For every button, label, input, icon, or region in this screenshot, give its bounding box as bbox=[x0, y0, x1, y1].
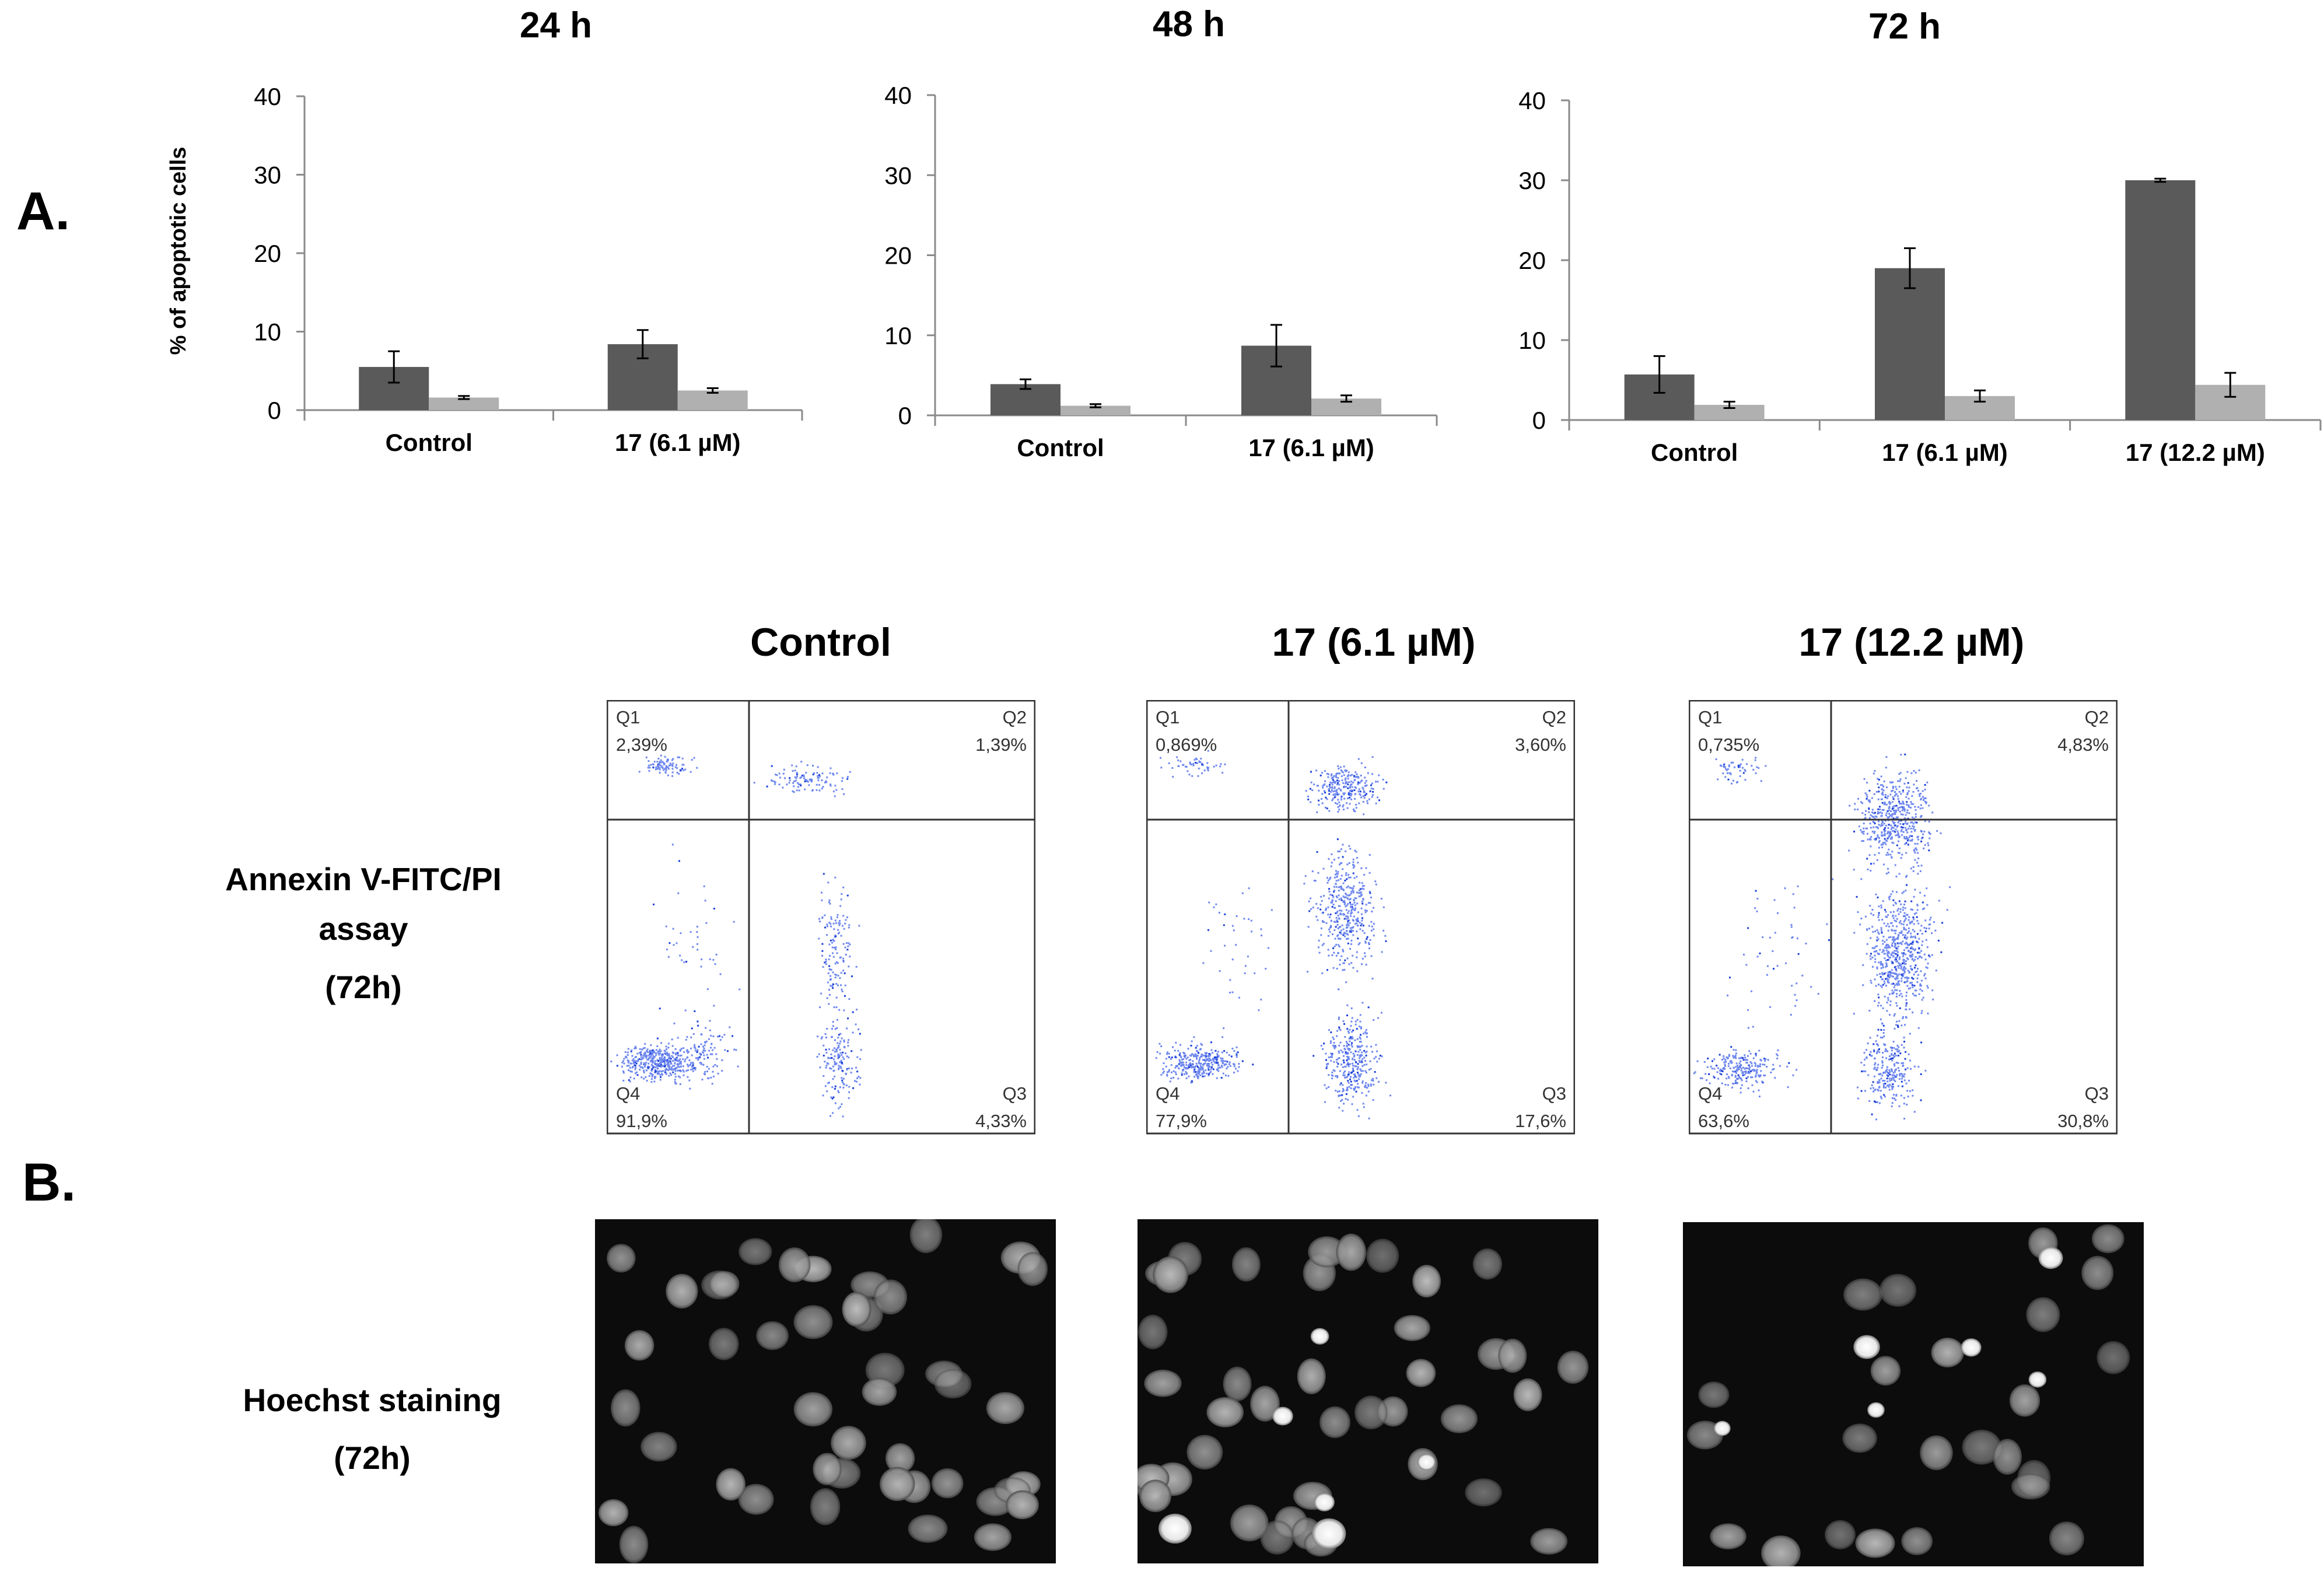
category-label: Control bbox=[1651, 439, 1738, 466]
error-bar bbox=[2154, 177, 2166, 183]
flow-plot-control: Q1 2,39% Q2 1,39% Q3 4,33% Q4 91,9% bbox=[607, 700, 1035, 1135]
y-tick-label: 20 bbox=[254, 240, 281, 267]
annexin-row-label: Annexin V-FITC/PI assay (72h) bbox=[159, 855, 568, 1012]
y-tick-label: 30 bbox=[254, 162, 281, 189]
error-bar bbox=[388, 350, 400, 384]
hoechst-label-line-1: Hoechst staining bbox=[243, 1382, 502, 1418]
bar bbox=[1875, 268, 1945, 420]
bar-chart-0: 0 10 20 30 40 Control 17 (6.1 µM) bbox=[254, 83, 803, 456]
y-tick-label: 10 bbox=[254, 319, 281, 346]
y-tick-label: 20 bbox=[884, 242, 912, 270]
error-bar bbox=[2224, 372, 2236, 398]
category-label: 17 (6.1 µM) bbox=[615, 429, 741, 456]
error-bar bbox=[1340, 394, 1352, 403]
q4-label: Q4 bbox=[616, 1083, 640, 1104]
hoechst-image-6-1 bbox=[1138, 1219, 1598, 1563]
bar bbox=[677, 390, 748, 410]
y-tick-label: 40 bbox=[254, 83, 281, 110]
bar bbox=[2125, 180, 2196, 420]
y-axis-label: % of apoptotic cells bbox=[166, 147, 191, 355]
hoechst-label-line-2: (72h) bbox=[334, 1440, 411, 1476]
flow-plot-6-1: Q1 0,869% Q2 3,60% Q3 17,6% Q4 77,9% bbox=[1146, 700, 1575, 1135]
y-tick-label: 40 bbox=[884, 82, 912, 109]
q2-label: Q2 bbox=[1003, 707, 1027, 727]
bar-chart-1: 0 10 20 30 40 Control 17 (6.1 µM) bbox=[884, 82, 1438, 461]
panel-label-b: B. bbox=[22, 1153, 76, 1212]
q2-value: 4,83% bbox=[2057, 734, 2109, 755]
bar-chart-2: 0 10 20 30 40 Control 17 (6.1 µM) 17 (12.2 µM) bbox=[1518, 87, 2322, 466]
flow-title-control: Control bbox=[750, 620, 891, 664]
q3-value: 4,33% bbox=[975, 1111, 1027, 1131]
q3-value: 17,6% bbox=[1515, 1111, 1566, 1131]
q3-value: 30,8% bbox=[2057, 1111, 2109, 1131]
error-bar bbox=[1020, 378, 1031, 390]
annexin-label-line-1: Annexin V-FITC/PI bbox=[225, 861, 502, 897]
error-bar bbox=[1270, 324, 1282, 368]
q4-value: 77,9% bbox=[1156, 1111, 1207, 1131]
q1-label: Q1 bbox=[1698, 707, 1722, 727]
category-label: Control bbox=[1017, 434, 1104, 461]
error-bar bbox=[1653, 355, 1665, 394]
annexin-label-line-2: assay bbox=[318, 911, 408, 947]
category-label: 17 (6.1 µM) bbox=[1248, 434, 1374, 461]
q3-label: Q3 bbox=[1542, 1083, 1566, 1104]
annexin-label-line-3: (72h) bbox=[325, 968, 402, 1005]
q4-label: Q4 bbox=[1156, 1083, 1180, 1104]
category-label: 17 (6.1 µM) bbox=[1882, 439, 2008, 466]
error-bar bbox=[706, 387, 719, 394]
chart-title-48h: 48 h bbox=[1152, 4, 1226, 44]
error-bar bbox=[458, 395, 470, 400]
q4-label: Q4 bbox=[1698, 1083, 1722, 1104]
q3-label: Q3 bbox=[1003, 1083, 1027, 1104]
panel-label-a: A. bbox=[16, 181, 70, 241]
bar-charts: % of apoptotic cells 0 10 20 30 40 Control 17 (… bbox=[166, 82, 2322, 466]
flow-title-6-1: 17 (6.1 µM) bbox=[1272, 620, 1476, 664]
category-label: 17 (12.2 µM) bbox=[2126, 439, 2265, 466]
flow-title-12-2: 17 (12.2 µM) bbox=[1798, 620, 2025, 664]
q2-value: 1,39% bbox=[975, 734, 1027, 755]
y-tick-label: 30 bbox=[1518, 167, 1546, 194]
q2-label: Q2 bbox=[2085, 707, 2109, 727]
error-bar bbox=[636, 329, 649, 359]
q2-value: 3,60% bbox=[1515, 734, 1566, 755]
q4-value: 63,6% bbox=[1698, 1111, 1749, 1131]
q2-label: Q2 bbox=[1542, 707, 1566, 727]
y-tick-label: 40 bbox=[1518, 87, 1546, 114]
q3-label: Q3 bbox=[2085, 1083, 2109, 1104]
q1-label: Q1 bbox=[1156, 707, 1180, 727]
hoechst-image-control bbox=[595, 1219, 1056, 1563]
chart-title-72h: 72 h bbox=[1868, 6, 1941, 47]
category-label: Control bbox=[386, 429, 473, 456]
y-tick-label: 10 bbox=[1518, 327, 1546, 354]
y-tick-label: 10 bbox=[884, 322, 912, 349]
y-tick-label: 0 bbox=[1532, 407, 1546, 434]
q1-label: Q1 bbox=[616, 707, 640, 727]
error-bar bbox=[1090, 403, 1101, 408]
bar bbox=[1060, 405, 1130, 415]
flow-plot-12-2: Q1 0,735% Q2 4,83% Q3 30,8% Q4 63,6% bbox=[1689, 700, 2118, 1135]
chart-title-24h: 24 h bbox=[519, 5, 593, 46]
error-bar bbox=[1904, 247, 1916, 289]
y-tick-label: 0 bbox=[268, 397, 281, 424]
q1-value: 0,735% bbox=[1698, 734, 1759, 755]
hoechst-image-12-2 bbox=[1683, 1222, 2144, 1566]
error-bar bbox=[1723, 400, 1735, 409]
y-tick-label: 20 bbox=[1518, 247, 1546, 274]
q1-value: 0,869% bbox=[1156, 734, 1217, 755]
q4-value: 91,9% bbox=[616, 1111, 667, 1131]
y-tick-label: 30 bbox=[884, 162, 912, 189]
q1-value: 2,39% bbox=[616, 734, 667, 755]
bar bbox=[429, 397, 499, 410]
y-tick-label: 0 bbox=[898, 402, 912, 429]
hoechst-row-label: Hoechst staining (72h) bbox=[168, 1376, 576, 1483]
error-bar bbox=[1974, 389, 1986, 403]
